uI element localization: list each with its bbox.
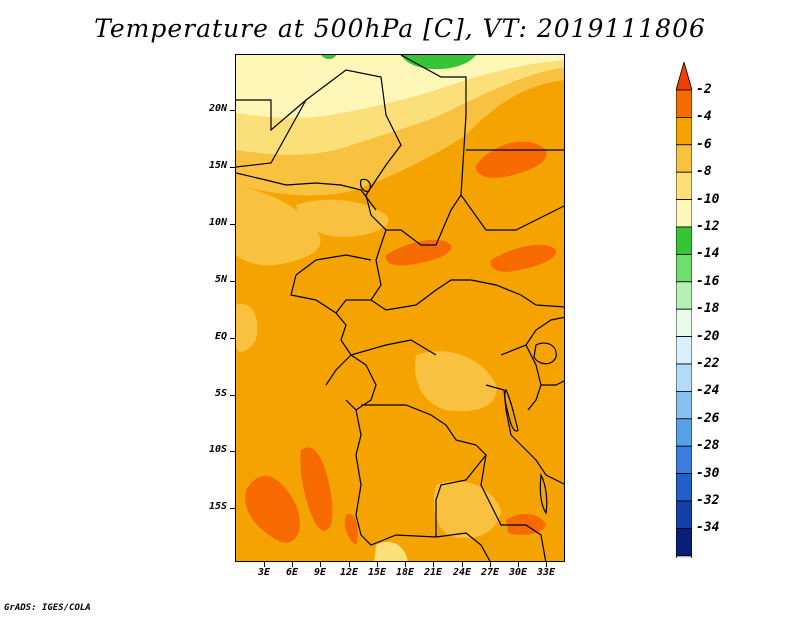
colorbar-bin-bottom: [676, 527, 692, 557]
colorbar-bin: [676, 418, 692, 447]
xtick-27e: 27E: [480, 567, 500, 578]
colorbar-label: -16: [696, 273, 720, 289]
contour-band-minus8-south: [374, 541, 408, 561]
grads-credit: GrADS: IGES/COLA: [4, 603, 91, 613]
contour-band-minus6-mid: [296, 199, 389, 238]
colorbar-bin: [676, 363, 692, 392]
contour-band-minus2-southwest: [245, 475, 300, 543]
colorbar-arrow-top: [676, 62, 692, 91]
xtick-mark-33e: [546, 562, 547, 567]
xtick-33e: 33E: [536, 567, 556, 578]
colorbar-arrow-bottom: [676, 555, 692, 558]
ytick-10s: 10S: [208, 444, 227, 455]
colorbar-bin: [676, 500, 692, 529]
colorbar-label: -20: [696, 328, 720, 344]
colorbar-label: -28: [696, 438, 720, 454]
lake-malawi: [539, 472, 548, 515]
colorbar: [676, 62, 692, 558]
xtick-mark-3e: [264, 562, 265, 567]
colorbar-bin: [676, 171, 692, 200]
colorbar-label: -6: [696, 136, 712, 152]
ytick-mark-eq: [230, 338, 235, 339]
xtick-mark-12e: [349, 562, 350, 567]
ytick-15s: 15S: [208, 501, 227, 512]
colorbar-bin: [676, 199, 692, 228]
xtick-30e: 30E: [508, 567, 528, 578]
xtick-15e: 15E: [367, 567, 387, 578]
xtick-6e: 6E: [285, 567, 299, 578]
xtick-mark-9e: [320, 562, 321, 567]
lake-victoria: [533, 342, 557, 365]
ytick-mark-5s: [230, 395, 235, 396]
temperature-map: [235, 54, 565, 562]
ytick-eq: EQ: [214, 331, 227, 342]
country-boundaries: [236, 55, 564, 561]
lake-tanganyika: [504, 388, 519, 432]
temperature-field: [236, 55, 564, 561]
colorbar-label: -26: [696, 410, 720, 426]
xtick-3e: 3E: [257, 567, 271, 578]
xtick-mark-27e: [490, 562, 491, 567]
colorbar-bin: [676, 445, 692, 475]
xtick-mark-21e: [433, 562, 434, 567]
colorbar-bin: [676, 89, 692, 118]
lakes: [359, 178, 557, 515]
colorbar-label: -22: [696, 356, 720, 371]
colorbar-label: -2: [696, 82, 712, 97]
colorbar-bin: [676, 226, 692, 255]
colorbar-label: -30: [696, 465, 720, 481]
colorbar-bin: [676, 308, 692, 337]
contour-band-minus12-patch-small: [321, 55, 336, 60]
contour-band-minus2-east: [475, 141, 547, 178]
colorbar-bin: [676, 336, 692, 365]
colorbar-label: -18: [696, 301, 720, 317]
ytick-5n: 5N: [214, 274, 227, 285]
map-title: Temperature at 500hPa [C], VT: 201911180…: [94, 14, 706, 43]
colorbar-label: -34: [696, 520, 720, 536]
xtick-mark-18e: [405, 562, 406, 567]
ytick-5s: 5S: [214, 388, 227, 399]
xtick-9e: 9E: [313, 567, 327, 578]
contour-band-minus6-westcoast: [236, 304, 258, 352]
colorbar-label: -12: [696, 219, 720, 234]
ytick-mark-20n: [230, 110, 235, 111]
colorbar-label: -14: [696, 246, 720, 262]
xtick-12e: 12E: [339, 567, 359, 578]
ytick-10n: 10N: [208, 217, 227, 228]
ytick-20n: 20N: [208, 103, 227, 114]
colorbar-label: -24: [696, 383, 720, 399]
lake-chad: [359, 178, 372, 192]
contour-band-minus6-west: [236, 185, 321, 266]
ytick-mark-10s: [230, 451, 235, 452]
colorbar-bin: [676, 281, 692, 310]
colorbar-label: -32: [696, 493, 720, 508]
xtick-24e: 24E: [452, 567, 472, 578]
contour-band-minus6-southcentral: [433, 481, 501, 538]
contour-band-minus2-center: [385, 239, 452, 266]
contour-band-minus2-southwest2: [300, 447, 333, 531]
xtick-21e: 21E: [423, 567, 443, 578]
contour-band-minus6-central: [415, 351, 497, 412]
xtick-mark-30e: [518, 562, 519, 567]
contour-band-minus10-north: [236, 55, 564, 119]
xtick-mark-24e: [462, 562, 463, 567]
colorbar-bin: [676, 117, 692, 146]
ytick-15n: 15N: [208, 160, 227, 171]
colorbar-bin: [676, 144, 692, 173]
colorbar-label: -10: [696, 191, 720, 207]
colorbar-label: -8: [696, 164, 712, 180]
ytick-mark-5n: [230, 281, 235, 282]
xtick-18e: 18E: [395, 567, 415, 578]
colorbar-bin: [676, 473, 692, 502]
colorbar-bin: [676, 390, 692, 420]
contour-band-minus2-east2: [490, 244, 557, 272]
colorbar-bin: [676, 253, 692, 283]
xtick-mark-6e: [292, 562, 293, 567]
ytick-mark-15s: [230, 508, 235, 509]
colorbar-label: -4: [696, 109, 712, 125]
ytick-mark-15n: [230, 167, 235, 168]
ytick-mark-10n: [230, 224, 235, 225]
xtick-mark-15e: [377, 562, 378, 567]
contour-band-minus2-small: [344, 514, 358, 545]
